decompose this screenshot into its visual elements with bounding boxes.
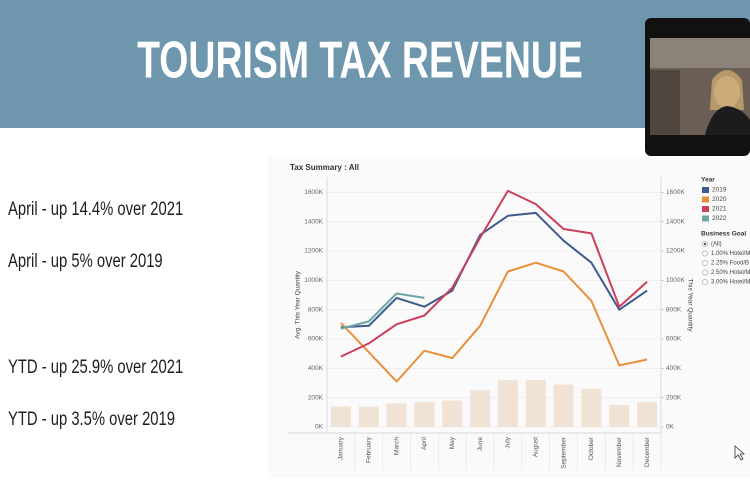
chart-panel (268, 157, 750, 478)
y-tick-label: 0K (315, 424, 324, 431)
legend-swatch (702, 187, 709, 193)
series-line (340, 189, 648, 358)
bar (358, 406, 379, 427)
filter-option: 2.25% Food/B (711, 261, 749, 267)
slide-title: TOURISM TAX REVENUE (137, 31, 583, 90)
bar (442, 400, 463, 427)
y-tick-label: 200K (308, 394, 324, 401)
x-tick-label: July (505, 436, 512, 448)
y-tick-label: 800K (308, 306, 324, 313)
y2-tick-label: 1200K (666, 248, 685, 255)
y2-tick-label: 400K (666, 365, 682, 372)
filter-title: Business Goal (701, 231, 746, 238)
x-tick-label: June (477, 437, 484, 451)
legend-label: 2021 (712, 206, 727, 213)
y2-axis-title: This Year Quantity (686, 278, 693, 332)
x-tick-label: May (449, 436, 456, 449)
x-tick-label: November (616, 436, 623, 467)
filter-option: 3.00% Hotel/M (711, 280, 750, 286)
bullet-text: YTD - up 3.5% over 2019 (8, 408, 175, 429)
filter-radio (702, 250, 708, 257)
bar (553, 384, 574, 427)
legend-swatch (702, 196, 709, 203)
x-tick-label: August (532, 437, 539, 457)
filter-radio (702, 260, 708, 266)
filter-option: 1.00% Hotel/M (711, 251, 750, 257)
series-line (340, 211, 648, 329)
x-tick-label: October (588, 436, 595, 460)
series-line (340, 261, 648, 383)
y-tick-label: 1200K (304, 248, 323, 255)
y-tick-label: 1000K (304, 277, 323, 284)
bar (525, 380, 546, 427)
y2-tick-label: 200K (666, 394, 682, 401)
bullet-text: April - up 14.4% over 2021 (8, 198, 183, 219)
chart-title: Tax Summary : All (290, 163, 359, 172)
video-thumbnail (645, 18, 750, 156)
bullet-text: April - up 5% over 2019 (8, 250, 163, 271)
legend-label: 2020 (712, 196, 727, 203)
legend-swatch (702, 206, 709, 212)
bar (414, 402, 435, 427)
header-band (0, 0, 750, 128)
bar (330, 406, 351, 427)
y-tick-label: 400K (308, 365, 324, 372)
series-line (340, 292, 425, 330)
y-tick-label: 1400K (304, 218, 323, 225)
filter-radio-dot (703, 242, 707, 246)
filter-radio (702, 279, 708, 285)
y-tick-label: 1600K (304, 189, 323, 196)
x-tick-label: April (421, 436, 428, 450)
y2-tick-label: 1600K (666, 189, 685, 196)
legend-title: Year (701, 177, 715, 184)
x-tick-label: September (560, 436, 567, 469)
legend-swatch (702, 215, 709, 222)
y2-tick-label: 1400K (666, 218, 685, 225)
y2-tick-label: 800K (666, 306, 682, 313)
y2-tick-label: 1000K (666, 277, 685, 284)
x-tick-label: January (338, 436, 345, 460)
bar (470, 390, 491, 427)
bar (386, 403, 407, 427)
y2-tick-label: 600K (666, 336, 682, 343)
filter-radio (702, 269, 708, 276)
y-tick-label: 600K (308, 336, 324, 343)
legend-label: 2022 (712, 215, 727, 222)
filter-option: (All) (711, 242, 722, 248)
filter-option: 2.50% Hotel/M (711, 270, 750, 276)
y2-tick-label: 0K (666, 424, 675, 431)
y-axis-title: Avg. This Year Quantity (295, 270, 302, 338)
bar (609, 405, 630, 427)
bar (637, 402, 658, 427)
cursor (734, 445, 746, 461)
bar (581, 388, 602, 427)
x-tick-label: March (393, 437, 400, 455)
bullet-text: YTD - up 25.9% over 2021 (8, 356, 183, 377)
legend-label: 2019 (712, 187, 727, 194)
x-tick-label: December (644, 436, 651, 467)
x-tick-label: February (365, 436, 372, 463)
bar (497, 380, 518, 427)
